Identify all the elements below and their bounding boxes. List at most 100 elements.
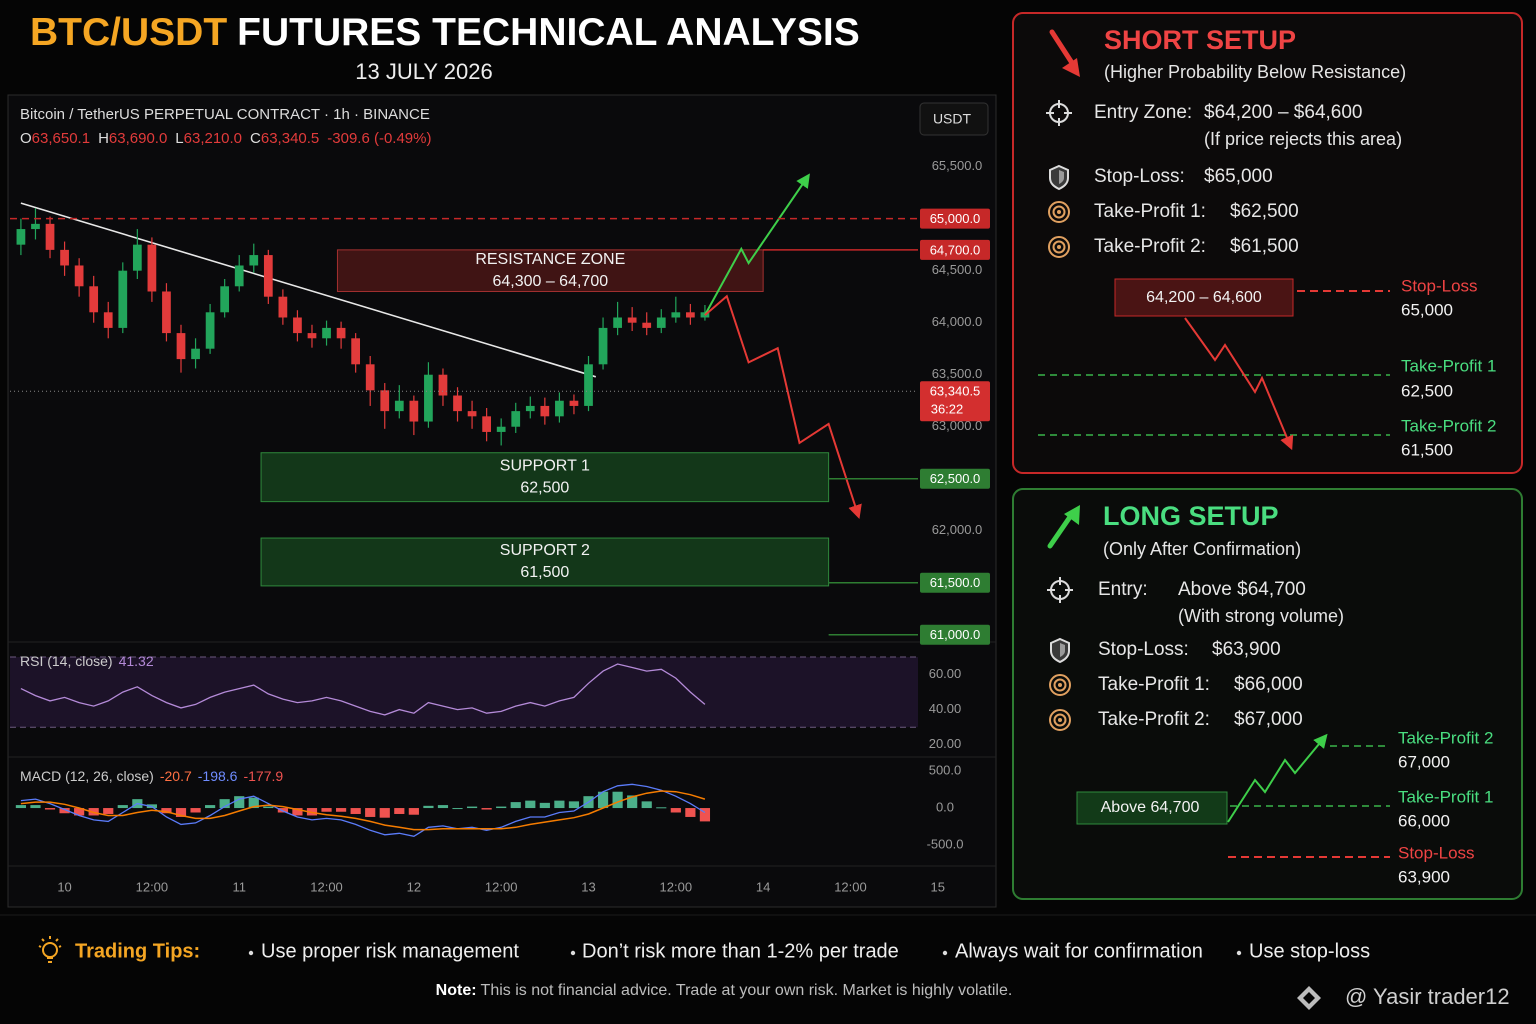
- macd-histogram-bar: [15, 805, 27, 809]
- x-tick-label: 11: [232, 879, 246, 894]
- level-name: Stop-Loss: [1398, 843, 1475, 862]
- row-value: $64,200 – $64,600: [1204, 102, 1363, 123]
- x-tick-label: 13: [581, 879, 595, 894]
- row-label: Stop-Loss:: [1098, 639, 1189, 660]
- row-value: Above $64,700: [1178, 579, 1306, 600]
- rsi-label: RSI (14, close): [20, 653, 113, 669]
- macd-readout: -177.9: [243, 768, 283, 784]
- rsi-tick-label: 20.00: [929, 736, 962, 751]
- macd-histogram-bar: [452, 808, 463, 810]
- macd-histogram-bar: [30, 805, 41, 809]
- price-tag: [920, 208, 990, 229]
- macd-histogram-bar: [525, 800, 536, 809]
- note-text: This is not financial advice. Trade at y…: [481, 982, 1013, 999]
- long-title: LONG SETUP: [1103, 501, 1279, 531]
- candle-body: [234, 265, 244, 287]
- macd-histogram-bar: [59, 808, 70, 814]
- candle-body: [598, 327, 608, 365]
- macd-tick-label: -500.0: [927, 837, 964, 852]
- macd-histogram-bar: [379, 808, 390, 818]
- level-value: 63,900: [1398, 867, 1450, 886]
- y-tick-label: 63,000.0: [932, 418, 983, 433]
- entry-box: [1114, 278, 1294, 317]
- candle-body: [336, 327, 346, 339]
- bullet: [1236, 950, 1242, 956]
- macd-histogram-bar: [554, 800, 565, 809]
- watermark: @ Yasir trader12: [1345, 984, 1510, 1009]
- row-label: Entry Zone:: [1094, 102, 1192, 123]
- y-tick-label: 64,000.0: [932, 314, 983, 329]
- macd-histogram-bar: [190, 808, 201, 813]
- macd-histogram-bar: [117, 805, 128, 809]
- ohlc-key: O: [20, 130, 32, 147]
- zone-range: 64,300 – 64,700: [492, 273, 608, 290]
- level-value: 61,500: [1401, 440, 1453, 459]
- price-tag: [920, 572, 990, 593]
- macd-histogram-bar: [539, 802, 550, 809]
- candle-body: [351, 338, 361, 365]
- macd-histogram-bar: [423, 805, 434, 809]
- macd-tick-label: 0.0: [936, 799, 954, 814]
- ohlc-key: H: [98, 130, 109, 147]
- macd-line: [20, 783, 706, 837]
- price-tag: [920, 239, 990, 260]
- chart-title: Bitcoin / TetherUS PERPETUAL CONTRACT · …: [20, 106, 430, 123]
- candle-body: [89, 286, 99, 313]
- candle-body: [74, 265, 84, 287]
- candle-body: [249, 255, 259, 266]
- projection-arrow: [704, 294, 862, 520]
- y-tick-label: 64,500.0: [932, 262, 983, 277]
- macd-histogram-bar: [627, 795, 638, 809]
- row-value: $62,500: [1230, 201, 1299, 222]
- title-main: FUTURES TECHNICAL ANALYSIS: [237, 11, 860, 54]
- shield-icon: [1049, 165, 1069, 190]
- candle-body: [103, 312, 113, 328]
- level-name: Take-Profit 1: [1401, 356, 1496, 375]
- row-label: Take-Profit 2:: [1098, 709, 1210, 730]
- macd-histogram-bar: [335, 808, 347, 812]
- long-subtitle: (Only After Confirmation): [1103, 539, 1301, 559]
- candle-body: [60, 249, 69, 266]
- entry-box: [1076, 791, 1228, 825]
- macd-histogram-bar: [248, 797, 259, 809]
- candle-body: [16, 229, 26, 245]
- candle-body: [686, 312, 695, 318]
- ohlc-key: C: [250, 130, 261, 147]
- macd-histogram-bar: [394, 808, 405, 814]
- last-price-tag: [920, 381, 990, 422]
- macd-tick-label: 500.0: [929, 762, 962, 777]
- price-tag-label: 61,000.0: [930, 627, 981, 642]
- chart-layer: 65,500.0 65,000.0 64,500.0 64,000.0 63,500.0…: [10, 158, 990, 894]
- ohlc-value: 63,340.5: [261, 130, 319, 147]
- candle-body: [365, 364, 375, 391]
- macd-histogram-bar: [263, 806, 274, 809]
- x-tick-label: 12:00: [136, 879, 169, 894]
- long-arrow-head: [1064, 505, 1080, 525]
- row-value: $66,000: [1234, 674, 1303, 695]
- candle-body: [147, 244, 157, 292]
- candle-body: [191, 348, 200, 360]
- disclaimer: Note: This is not financial advice. Trade…: [436, 982, 1013, 999]
- currency-box: [919, 102, 989, 136]
- candle-body: [322, 327, 331, 339]
- entry-box-label: 64,200 – 64,600: [1146, 289, 1262, 306]
- candle-body: [409, 400, 419, 422]
- ohlc-change: -309.6 (-0.49%): [327, 130, 431, 147]
- macd-histogram-bar: [321, 808, 332, 812]
- candle-body: [627, 317, 637, 323]
- row-label: Take-Profit 1:: [1098, 674, 1210, 695]
- signal-line: [20, 790, 706, 831]
- bullet: [570, 950, 576, 956]
- y-tick-label: 62,000.0: [932, 522, 983, 537]
- macd-histogram-bar: [234, 796, 245, 809]
- macd-readout: -198.6: [198, 768, 238, 784]
- bullet: [248, 950, 254, 956]
- zone: [260, 452, 830, 503]
- macd-histogram-bar: [161, 808, 172, 814]
- tip: Use proper risk management: [261, 940, 519, 962]
- candle-body: [307, 333, 317, 339]
- x-tick-label: 12:00: [310, 879, 343, 894]
- candle-body: [45, 223, 55, 250]
- macd-histogram-bar: [74, 808, 85, 816]
